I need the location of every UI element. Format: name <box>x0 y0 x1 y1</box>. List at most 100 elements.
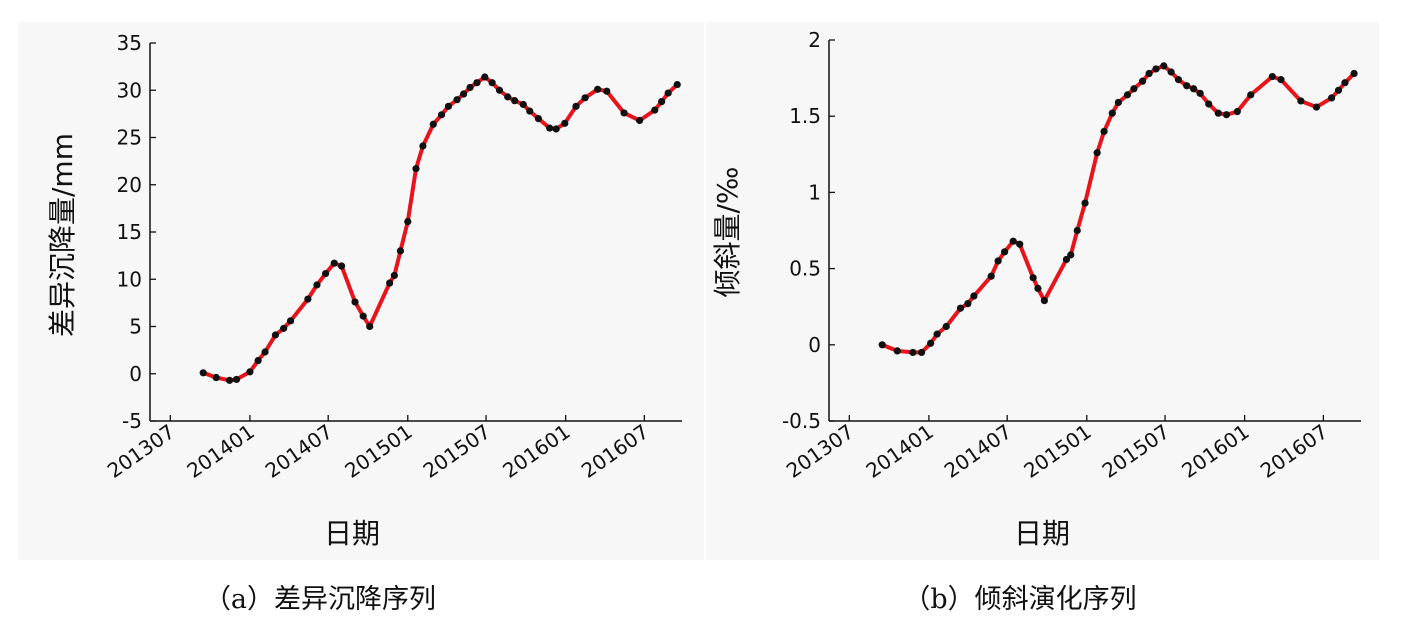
data-point <box>1009 237 1017 245</box>
data-point <box>322 269 330 278</box>
data-point <box>1277 76 1285 84</box>
y-tick-label: 2 <box>808 28 821 52</box>
data-point <box>942 322 950 331</box>
data-point <box>927 339 935 347</box>
x-tick-label: 201407 <box>940 419 1016 482</box>
data-point <box>1341 79 1349 87</box>
data-point <box>987 272 995 280</box>
data-point <box>1205 100 1213 108</box>
data-point <box>286 317 295 325</box>
data-point <box>366 322 374 331</box>
data-point <box>1062 255 1071 264</box>
data-point <box>1108 109 1116 117</box>
data-point <box>437 111 446 119</box>
data-point <box>390 271 398 280</box>
data-point <box>1040 297 1048 305</box>
data-point <box>1297 97 1305 105</box>
data-point <box>261 348 269 356</box>
data-point <box>1100 127 1108 136</box>
data-point <box>338 262 346 270</box>
series-line <box>201 75 680 383</box>
data-point <box>561 119 569 127</box>
data-point <box>453 96 461 104</box>
data-point <box>552 125 560 133</box>
figure-caption: （a）差异沉降序列 <box>204 584 436 615</box>
data-point <box>581 94 589 102</box>
data-point <box>1034 284 1042 293</box>
y-axis-title: 差异沉降量/mm <box>46 133 79 337</box>
x-axis-title: 日期 <box>324 517 380 550</box>
data-point <box>1073 226 1081 235</box>
data-point <box>1190 85 1198 93</box>
y-tick-label: 15 <box>117 220 142 244</box>
data-point <box>386 279 394 287</box>
data-point <box>199 369 207 377</box>
data-point <box>225 376 234 384</box>
data-point <box>466 83 474 92</box>
y-tick-label: 0.5 <box>789 257 821 281</box>
data-point <box>1016 240 1024 248</box>
data-point <box>526 107 534 115</box>
data-point <box>481 73 489 81</box>
data-point <box>212 373 220 382</box>
data-point <box>246 368 254 376</box>
data-point <box>1167 68 1175 76</box>
data-point <box>1029 274 1037 282</box>
y-tick-label: -0.5 <box>782 409 821 433</box>
data-point <box>1001 248 1009 256</box>
data-point <box>330 259 338 267</box>
x-tick-label: 201601 <box>1177 419 1253 482</box>
data-point <box>917 348 926 357</box>
data-point <box>1174 76 1183 84</box>
data-point <box>495 86 504 94</box>
data-point <box>1233 108 1241 116</box>
data-point <box>1093 149 1101 157</box>
data-point <box>1350 69 1358 78</box>
data-point <box>1327 94 1336 102</box>
data-point <box>404 218 412 226</box>
y-tick-label: 0 <box>129 362 142 386</box>
chart-differential-settlement: 差异沉降量/mm 日期 （a）差异沉降序列 -5 0 5 10 15 20 25 30 35 20… <box>46 31 682 615</box>
data-point <box>594 85 602 93</box>
data-point <box>412 165 420 173</box>
x-tick-label: 201601 <box>498 419 574 482</box>
data-point <box>658 97 666 106</box>
data-point <box>511 97 519 105</box>
panel-a-background <box>18 22 704 560</box>
x-tick-label: 201501 <box>340 419 416 482</box>
x-tick-label: 201407 <box>261 419 337 482</box>
data-point <box>1145 69 1153 78</box>
data-point <box>280 324 288 332</box>
data-point <box>994 257 1002 265</box>
data-point <box>572 102 580 110</box>
data-point <box>473 79 481 87</box>
data-point <box>488 79 496 87</box>
data-point <box>1114 98 1122 107</box>
data-point <box>970 292 978 300</box>
x-tick-label: 201607 <box>577 419 653 482</box>
data-point <box>1152 65 1160 73</box>
data-point <box>546 124 554 132</box>
y-tick-label: 0 <box>808 333 821 357</box>
series-line <box>880 63 1357 355</box>
x-tick-label: 201507 <box>1098 419 1174 482</box>
data-point <box>893 347 901 355</box>
x-axis-title: 日期 <box>1014 517 1070 550</box>
data-point <box>1196 89 1204 97</box>
data-point <box>351 298 359 306</box>
data-point <box>1130 85 1138 93</box>
data-point <box>359 312 367 320</box>
x-tick-label: 201507 <box>419 419 495 482</box>
data-point <box>254 356 262 365</box>
data-point <box>909 348 917 357</box>
data-point <box>956 304 965 312</box>
figure-caption: （b）倾斜演化序列 <box>903 584 1136 615</box>
data-point <box>232 375 241 384</box>
x-tick-label: 201401 <box>861 419 937 482</box>
y-tick-label: -5 <box>122 409 142 433</box>
data-point <box>1160 62 1168 70</box>
data-point <box>519 100 527 109</box>
data-point <box>964 300 972 308</box>
data-point <box>504 93 512 101</box>
